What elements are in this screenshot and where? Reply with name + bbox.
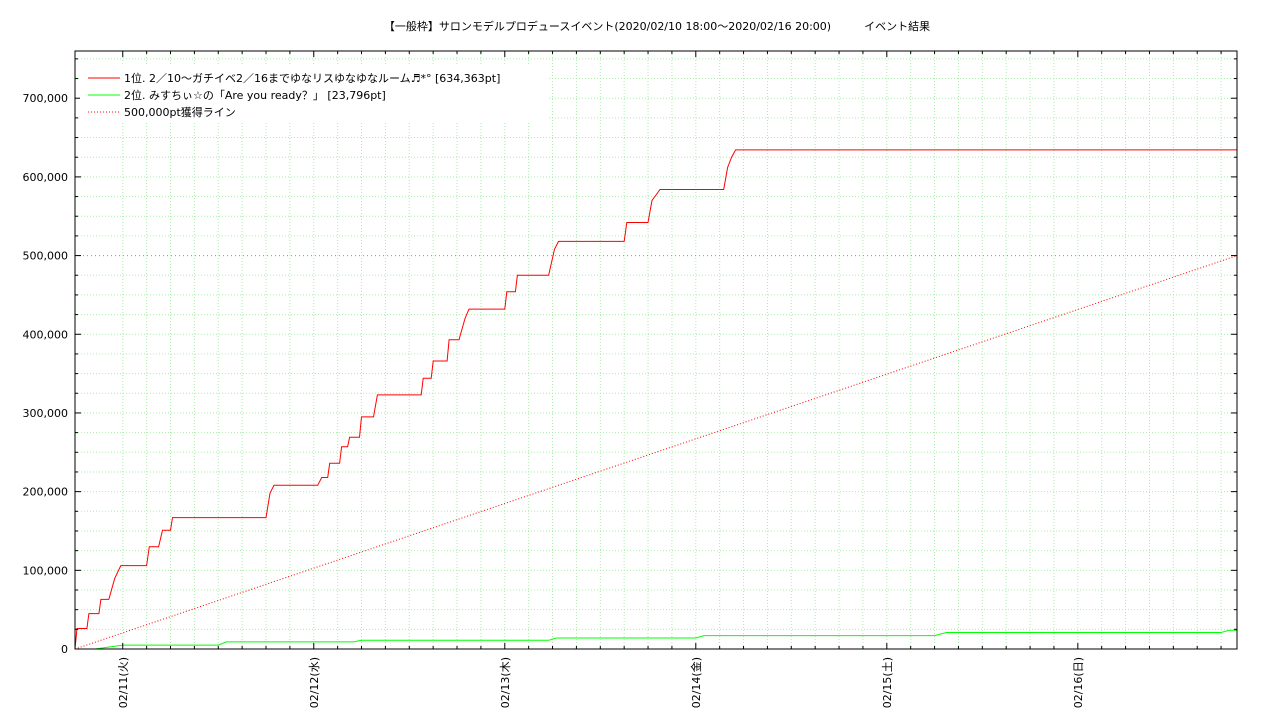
- chart-title: 【一般枠】サロンモデルプロデュースイベント(2020/02/10 18:00〜2…: [383, 20, 931, 33]
- y-tick-label: 400,000: [23, 328, 69, 341]
- y-tick-label: 100,000: [23, 564, 69, 577]
- tick-layer: 0 100,000 200,000 300,000 400,000 500,000 600,…: [23, 51, 1237, 708]
- x-tick-label: 02/16(日): [1072, 657, 1085, 708]
- legend-label-2: 2位. みすちぃ☆の「Are you ready？」 [23,796pt]: [124, 88, 386, 102]
- y-tick-label: 0: [61, 643, 68, 656]
- series-line-1: [74, 149, 1237, 650]
- series-line-2: [94, 629, 1237, 650]
- y-tick-label: 200,000: [23, 486, 69, 499]
- x-tick-label: 02/12(水): [308, 657, 321, 708]
- x-tick-label: 02/11(火): [117, 657, 130, 708]
- plot-frame: [74, 50, 1238, 650]
- legend: 1位. 2／10〜ガチイベ2／16までゆなリスゆなゆなルーム♬*° [634,3…: [80, 66, 548, 122]
- y-tick-label: 600,000: [23, 171, 69, 184]
- legend-label-1: 1位. 2／10〜ガチイベ2／16までゆなリスゆなゆなルーム♬*° [634,3…: [124, 71, 500, 85]
- series-layer: [74, 149, 1238, 650]
- grid-layer: [75, 51, 1237, 649]
- y-tick-label: 300,000: [23, 407, 69, 420]
- legend-box: [80, 66, 548, 122]
- series-line-3: [74, 255, 1238, 650]
- legend-label-3: 500,000pt獲得ライン: [124, 106, 236, 119]
- x-tick-label: 02/13(木): [499, 657, 512, 708]
- x-tick-label: 02/14(金): [689, 657, 703, 708]
- y-tick-label: 700,000: [23, 92, 69, 105]
- x-tick-label: 02/15(土): [881, 657, 894, 708]
- y-tick-label: 500,000: [23, 250, 69, 263]
